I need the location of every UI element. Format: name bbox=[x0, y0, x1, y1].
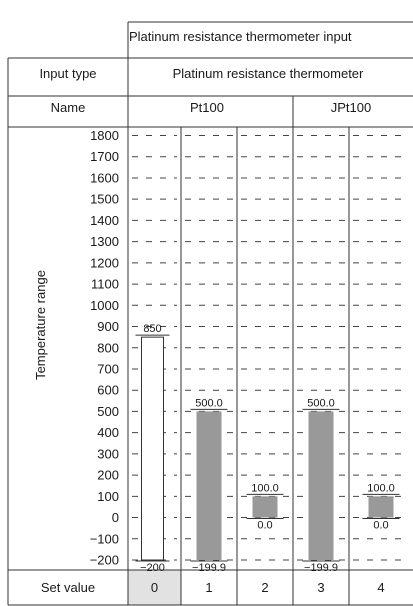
min-label-4: 0.0 bbox=[373, 520, 388, 532]
y-tick-label: 600 bbox=[97, 383, 119, 398]
y-tick-label: 300 bbox=[97, 446, 119, 461]
y-tick-label: 1100 bbox=[91, 277, 119, 292]
max-label-0: 850 bbox=[143, 323, 161, 335]
gridline-layer bbox=[132, 135, 409, 561]
y-tick-label: 700 bbox=[97, 361, 119, 376]
y-tick-label: −200 bbox=[90, 553, 119, 568]
set-value-1: 1 bbox=[205, 580, 212, 595]
range-bar-2 bbox=[252, 496, 278, 518]
table-border-layer bbox=[7, 21, 413, 606]
set-value-label: Set value bbox=[41, 580, 95, 595]
y-tick-label: 1200 bbox=[90, 255, 119, 270]
max-label-2: 100.0 bbox=[251, 482, 279, 494]
set-value-2: 2 bbox=[261, 580, 268, 595]
y-tick-label: 900 bbox=[97, 319, 119, 334]
y-axis-title: Temperature range bbox=[33, 270, 48, 380]
y-tick-label: 1600 bbox=[90, 170, 119, 185]
range-bar-0 bbox=[141, 336, 164, 561]
min-label-1: −199.9 bbox=[192, 562, 226, 574]
range-bar-4 bbox=[368, 496, 394, 518]
y-tick-label: 1700 bbox=[90, 149, 119, 164]
data-label-layer: 1800170016001500140013001200110010009008… bbox=[90, 128, 395, 595]
y-tick-label: 500 bbox=[97, 404, 119, 419]
name-label: Name bbox=[51, 100, 86, 115]
y-tick-label: 400 bbox=[97, 425, 119, 440]
group-label: Platinum resistance thermometer input bbox=[129, 29, 352, 44]
set-value-4: 4 bbox=[377, 580, 384, 595]
set-value-3: 3 bbox=[317, 580, 324, 595]
input-type-label: Input type bbox=[39, 66, 96, 81]
min-label-3: −199.9 bbox=[304, 562, 338, 574]
min-label-0: −200 bbox=[140, 562, 165, 574]
max-label-1: 500.0 bbox=[195, 397, 223, 409]
max-label-3: 500.0 bbox=[307, 397, 335, 409]
range-bar-3 bbox=[308, 411, 334, 560]
y-tick-label: 200 bbox=[97, 468, 119, 483]
set-value-highlight bbox=[128, 570, 181, 605]
cell-background-layer bbox=[128, 570, 181, 605]
y-tick-label: 1000 bbox=[90, 298, 119, 313]
y-tick-label: −100 bbox=[90, 531, 119, 546]
y-tick-label: 0 bbox=[112, 510, 119, 525]
y-tick-label: 1300 bbox=[90, 234, 119, 249]
y-tick-label: 1400 bbox=[90, 213, 119, 228]
range-bar-1 bbox=[196, 411, 222, 560]
y-tick-label: 100 bbox=[97, 489, 119, 504]
text-layer: Platinum resistance thermometer input In… bbox=[33, 29, 371, 595]
y-tick-label: 1500 bbox=[90, 192, 119, 207]
set-value-0: 0 bbox=[151, 580, 158, 595]
min-label-2: 0.0 bbox=[257, 520, 272, 532]
y-tick-label: 1800 bbox=[90, 128, 119, 143]
name-jpt100: JPt100 bbox=[331, 100, 371, 115]
name-pt100: Pt100 bbox=[190, 100, 224, 115]
bar-layer bbox=[141, 336, 394, 561]
max-label-4: 100.0 bbox=[367, 482, 395, 494]
input-type-value: Platinum resistance thermometer bbox=[173, 66, 364, 81]
y-tick-label: 800 bbox=[97, 340, 119, 355]
